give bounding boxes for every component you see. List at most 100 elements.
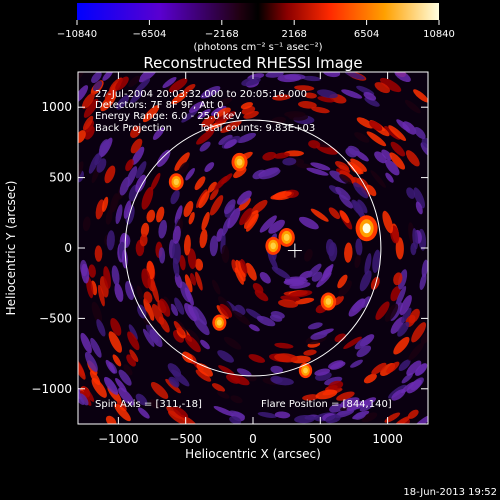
heatmap-blob [200,86,221,99]
heatmap-blob [284,111,306,118]
heatmap-blob [347,161,364,174]
heatmap-blob [172,257,180,278]
heatmap-blob [237,132,257,143]
heatmap-blob [393,336,410,355]
heatmap-blob [370,170,386,188]
heatmap-blob [361,412,378,423]
heatmap-blob [354,132,370,143]
heatmap-blob [324,376,343,386]
heatmap-blob [141,186,154,210]
heatmap-blob [195,369,212,382]
heatmap-blob [184,334,201,353]
heatmap-blob [185,167,195,181]
heatmap-blob [183,200,194,218]
heatmap-blob [179,255,186,271]
heatmap-blob [129,349,139,362]
heatmap-blob [338,280,352,297]
heatmap-blob [135,174,147,193]
heatmap-blob [104,165,116,184]
heatmap-blob [201,211,210,231]
heatmap-peak [355,215,378,242]
heatmap-blob [248,324,260,332]
axis-ticks: −1000 −500 0 500 1000 −1000 −500 0 500 1000 [31,72,428,446]
heatmap-blob [106,230,115,251]
heatmap-blob [337,274,348,289]
heatmap-pattern [78,72,428,424]
heatmap-blob [219,303,233,318]
heatmap-peaks [168,152,378,379]
heatmap-peak [278,227,295,247]
heatmap-blob [216,107,231,118]
heatmap-blob [130,138,143,154]
heatmap-blob [118,387,135,406]
heatmap-blob [227,207,241,229]
heatmap-blob [128,75,140,88]
heatmap-blob [101,196,109,212]
annotation-counts: Total counts: 9.83E+03 [198,123,315,134]
heatmap-blob [248,354,266,363]
solar-limb [124,119,382,377]
chart-title: Reconstructed RHESSI Image [143,54,362,72]
heatmap-blob [294,85,315,91]
heatmap-blob [283,279,305,287]
heatmap-blob [401,373,413,384]
heatmap-blob [311,106,330,114]
heatmap-blob [259,272,271,284]
heatmap-blob [128,324,138,340]
x-axis-label: Heliocentric X (arcsec) [185,447,321,461]
heatmap-blob [316,144,338,155]
heatmap-blob [389,152,406,170]
heatmap-blob [396,119,411,132]
heatmap-blob [306,167,329,176]
heatmap-blob [359,270,372,292]
heatmap-blob [103,266,111,289]
heatmap-blob [360,397,377,407]
heatmap-blob [142,328,155,347]
heatmap-blob [174,297,185,315]
heatmap-blob [193,306,207,326]
heatmap-blob [184,274,193,293]
heatmap-blob [329,403,344,413]
heatmap-blob [302,75,322,82]
heatmap-blob [165,378,181,394]
heatmap-blob [110,317,122,336]
heatmap-blob [170,303,179,317]
heatmap-blob [143,298,155,321]
heatmap-peak [231,152,248,172]
heatmap-blob [366,184,377,197]
heatmap-blob [188,211,195,225]
heatmap-blob [303,349,317,356]
heatmap-blob [168,78,188,93]
heatmap-blob [171,369,190,387]
heatmap-blob [335,161,350,171]
heatmap-blob [181,108,199,123]
heatmap-blob [413,187,425,209]
heatmap-blob [127,331,140,351]
heatmap-blob [335,186,351,201]
heatmap-blob [339,210,350,224]
heatmap-blob [282,157,297,166]
heatmap-blob [116,94,130,110]
colorbar-ticks: −10840 −6504 −2168 2168 6504 10840 [57,20,455,40]
heatmap-blob [163,296,172,311]
heatmap-blob [341,89,363,99]
heatmap-blob [410,242,417,256]
heatmap-blob [209,195,224,216]
heatmap-blob [310,331,328,340]
heatmap-blob [364,253,372,275]
heatmap-blob [379,77,402,93]
heatmap-blob [310,162,331,171]
heatmap-blob [184,287,194,306]
heatmap-blob [189,101,205,113]
y-axis-label: Heliocentric Y (arcsec) [4,181,18,316]
heatmap-blob [138,72,158,83]
heatmap-blob [421,137,428,149]
annotation-time: 27-Jul-2004 20:03:32.000 to 20:05:16.000 [95,89,307,100]
heatmap-blob [399,294,412,316]
heatmap-blob [314,368,331,376]
heatmap-blob [217,350,234,363]
heatmap-blob [214,111,236,124]
heatmap-blob [411,322,427,343]
heatmap-blob [174,205,183,225]
heatmap-blob [356,117,374,129]
